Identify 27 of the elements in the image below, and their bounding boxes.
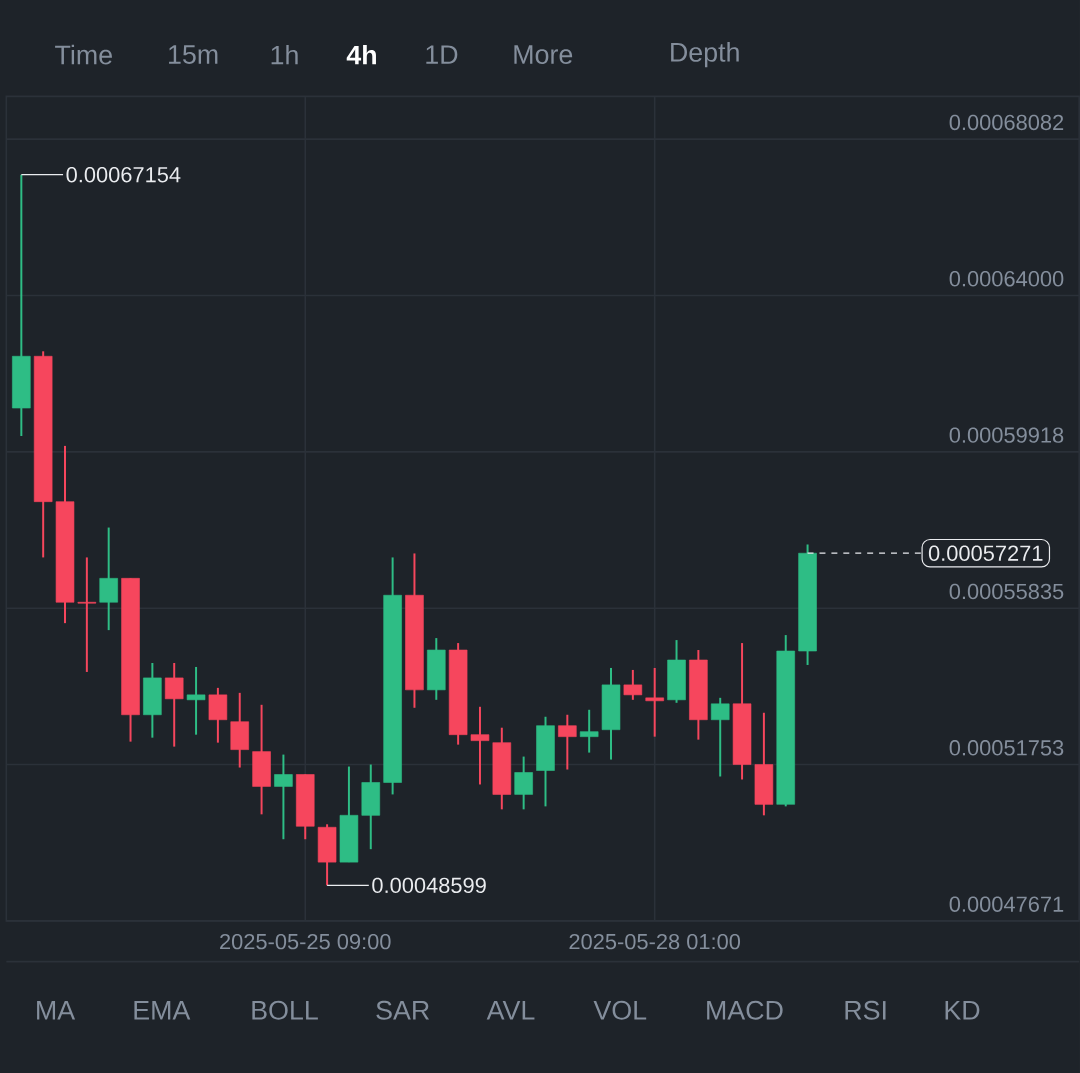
text: KD xyxy=(945,1001,980,1020)
x-tick-label: 2025-05-28 01:00 xyxy=(569,933,741,950)
text: More xyxy=(514,45,573,65)
text: MACD xyxy=(707,1000,783,1020)
text: Depth xyxy=(671,42,739,68)
text: 1D xyxy=(426,45,458,64)
text: MA xyxy=(37,1001,76,1020)
y-tick-label: 0.00047671 xyxy=(949,896,1064,912)
text: VOL xyxy=(593,1000,647,1020)
annotation: 0.00067154 xyxy=(66,167,181,183)
text: AVL xyxy=(486,1001,535,1020)
y-tick-label: 0.00055835 xyxy=(949,583,1064,600)
y-tick-label: 0.00068082 xyxy=(949,114,1064,131)
text: 1h xyxy=(271,44,298,65)
text: EMA xyxy=(134,1001,191,1020)
text: RSI xyxy=(845,1000,886,1020)
y-tick-label: 0.00059918 xyxy=(949,427,1064,443)
text: BOLL xyxy=(252,1000,318,1020)
text: SAR xyxy=(376,1000,430,1020)
text: Time xyxy=(55,44,112,65)
y-tick-label: 0.00051753 xyxy=(949,740,1064,756)
annotation: 0.00048599 xyxy=(372,877,486,894)
y-tick-label: 0.00064000 xyxy=(949,271,1064,287)
text: 15m xyxy=(169,45,218,65)
text: 4h xyxy=(346,44,376,65)
x-tick-label: 2025-05-25 09:00 xyxy=(220,933,391,950)
ref-line-label: 0.00057271 xyxy=(928,545,1043,562)
